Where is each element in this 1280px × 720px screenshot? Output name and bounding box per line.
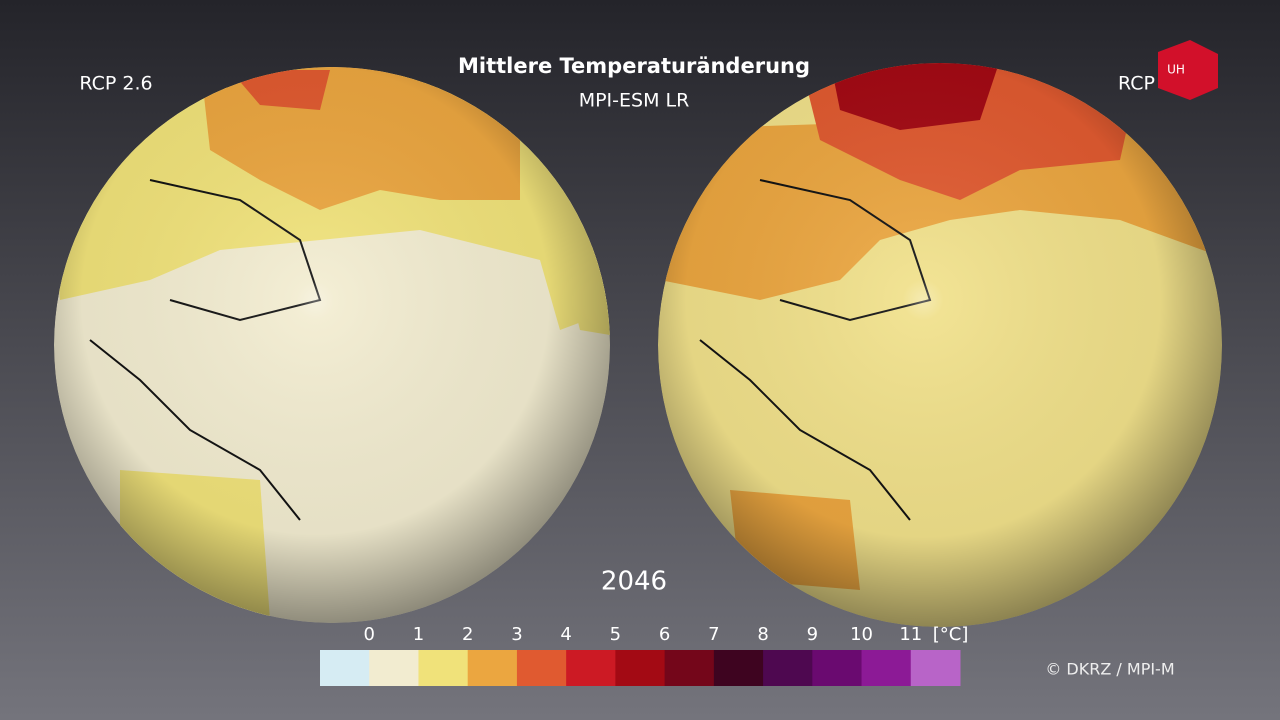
subtitle: MPI-ESM LR xyxy=(579,90,690,112)
unit-label: [°C] xyxy=(933,624,969,645)
tick-label: 4 xyxy=(560,624,571,645)
color-swatch xyxy=(369,650,419,686)
color-swatch xyxy=(664,650,715,686)
color-swatch xyxy=(763,650,813,686)
tick-label: 5 xyxy=(610,624,621,645)
color-legend: 0 1 2 3 4 5 6 7 8 9 10 11 [°C] xyxy=(320,624,968,686)
credit: © DKRZ / MPI-M xyxy=(1045,660,1174,679)
color-swatch xyxy=(615,650,666,686)
color-swatch xyxy=(812,650,863,686)
tick-label: 11 xyxy=(899,624,922,645)
tick-label: 8 xyxy=(757,624,768,645)
color-swatch xyxy=(910,650,961,686)
title: Mittlere Temperaturänderung xyxy=(458,54,810,78)
color-swatch xyxy=(516,650,567,686)
globe-label: RCP 2.6 xyxy=(79,73,152,95)
tick-label: 6 xyxy=(659,624,670,645)
tick-label: 10 xyxy=(850,624,873,645)
logo: UH xyxy=(1158,40,1218,100)
color-swatch xyxy=(418,650,469,686)
tick-label: 1 xyxy=(413,624,424,645)
year: 2046 xyxy=(601,567,667,597)
tick-label: 2 xyxy=(462,624,473,645)
color-swatch xyxy=(467,650,518,686)
tick-label: 9 xyxy=(807,624,818,645)
tick-label: 7 xyxy=(708,624,719,645)
color-swatch xyxy=(861,650,912,686)
color-swatch xyxy=(713,650,764,686)
tick-label: 0 xyxy=(364,624,375,645)
logo-text: UH xyxy=(1167,63,1185,77)
color-swatch xyxy=(320,650,370,686)
color-swatch xyxy=(566,650,616,686)
tick-label: 3 xyxy=(511,624,522,645)
